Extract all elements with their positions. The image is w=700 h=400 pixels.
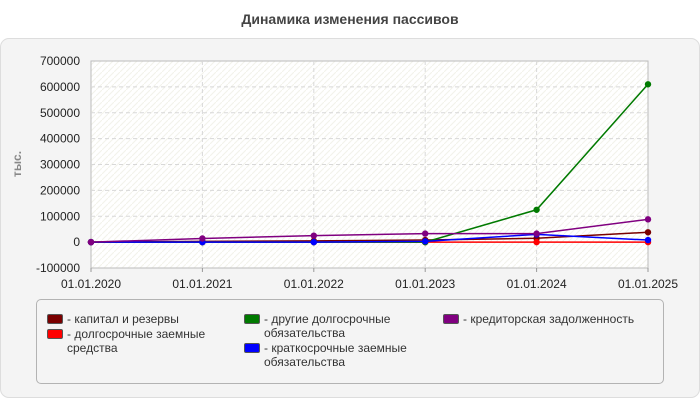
legend-swatch-capital bbox=[47, 314, 63, 324]
legend-item-other-long-term: - другие долгосрочные обязательства bbox=[244, 312, 434, 340]
series-0-point-5 bbox=[644, 229, 652, 236]
x-tick-label-3: 01.01.2023 bbox=[395, 277, 455, 291]
y-tick-label-5: 200000 bbox=[40, 183, 80, 197]
legend-swatch-long-term-loans bbox=[47, 329, 63, 339]
series-4-point-4 bbox=[533, 230, 540, 237]
legend-item-payables: - кредиторская задолженность bbox=[443, 312, 663, 326]
y-tick-label-4: 300000 bbox=[40, 158, 80, 172]
series-4-point-1 bbox=[199, 235, 206, 242]
x-tick-label-5: 01.01.2025 bbox=[618, 277, 678, 291]
series-3-point-2 bbox=[310, 238, 317, 246]
series-2-point-4 bbox=[533, 206, 540, 213]
y-tick-label-2: 500000 bbox=[40, 106, 80, 120]
y-tick-label-1: 600000 bbox=[40, 80, 80, 94]
x-tick-labels: 01.01.2020 01.01.2021 01.01.2022 01.01.2023… bbox=[61, 277, 678, 291]
series-line-4 bbox=[90, 218, 649, 243]
legend: - капитал и резервы - долгосрочные заемн… bbox=[36, 299, 664, 384]
y-tick-label-8: -100000 bbox=[36, 261, 80, 275]
legend-item-capital: - капитал и резервы bbox=[47, 312, 237, 326]
x-tick-label-2: 01.01.2022 bbox=[284, 277, 344, 291]
legend-label-short-term-loans: - краткосрочные заемные обязательства bbox=[264, 341, 407, 369]
y-tick-label-0: 700000 bbox=[40, 54, 80, 68]
x-tick-label-0: 01.01.2020 bbox=[61, 277, 121, 291]
series-1-point-4 bbox=[533, 238, 540, 246]
series-4-point-5 bbox=[644, 216, 652, 223]
series-line-3 bbox=[91, 233, 649, 243]
chart-title: Динамика изменения пассивов bbox=[241, 11, 459, 27]
legend-label-payables: - кредиторская задолженность bbox=[463, 312, 635, 326]
legend-item-long-term-loans: - долгосрочные заемные средства bbox=[47, 327, 237, 355]
series-4-point-0 bbox=[87, 238, 95, 246]
series-4-point-2 bbox=[310, 232, 317, 239]
legend-swatch-payables bbox=[443, 314, 459, 324]
y-tick-label-6: 100000 bbox=[40, 209, 80, 223]
legend-swatch-short-term-loans bbox=[244, 343, 260, 353]
series-4-point-3 bbox=[422, 230, 429, 237]
series-2-point-5 bbox=[644, 81, 652, 88]
y-tick-label-7: 0 bbox=[73, 235, 80, 249]
y-axis-label: тыс. bbox=[10, 151, 24, 177]
legend-label-long-term-loans: - долгосрочные заемные средства bbox=[67, 327, 206, 355]
x-tick-label-4: 01.01.2024 bbox=[507, 277, 567, 291]
series-3-point-5 bbox=[644, 236, 652, 244]
legend-label-other-long-term: - другие долгосрочные обязательства bbox=[264, 312, 391, 340]
series-lines bbox=[87, 81, 652, 246]
series-3-point-3 bbox=[422, 238, 429, 245]
x-tick-label-1: 01.01.2021 bbox=[172, 277, 232, 291]
legend-item-short-term-loans: - краткосрочные заемные обязательства bbox=[244, 341, 434, 369]
legend-label-capital: - капитал и резервы bbox=[67, 312, 179, 326]
y-tick-labels: 700000 600000 500000 400000 300000 200000 1000… bbox=[36, 54, 80, 275]
y-tick-label-3: 400000 bbox=[40, 132, 80, 146]
legend-swatch-other-long-term bbox=[244, 314, 260, 324]
